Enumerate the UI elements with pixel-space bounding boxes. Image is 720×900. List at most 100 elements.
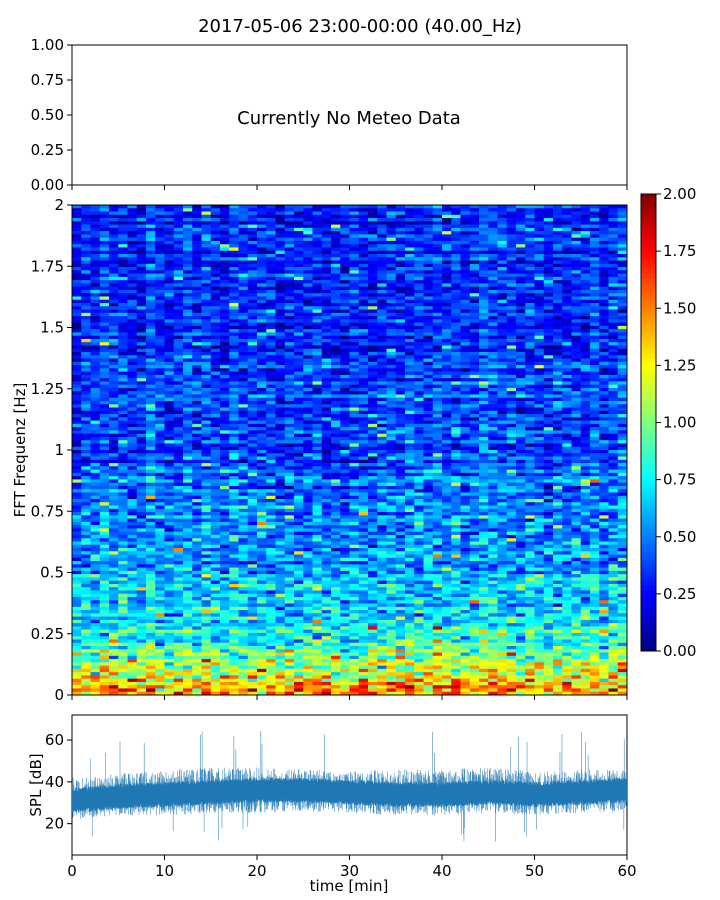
heatmap-cell: [146, 410, 156, 415]
heatmap-cell: [229, 257, 239, 261]
heatmap-cell: [432, 325, 443, 330]
heatmap-cell: [192, 410, 202, 415]
heatmap-cell: [173, 257, 184, 261]
heatmap-cell: [423, 221, 434, 225]
heatmap-cell: [284, 234, 295, 238]
heatmap-cell: [72, 387, 82, 392]
heatmap-cell: [506, 433, 517, 438]
heatmap-cell: [275, 244, 286, 248]
heatmap-cell: [284, 365, 295, 369]
heatmap-cell: [183, 273, 193, 278]
heatmap-cell: [331, 244, 341, 248]
heatmap-cell: [284, 224, 295, 229]
heatmap-cell: [201, 420, 212, 425]
heatmap-cell: [72, 214, 82, 219]
heatmap-cell: [210, 257, 221, 261]
heatmap-cell: [423, 381, 434, 385]
heatmap-cell: [405, 378, 415, 382]
heatmap-cell: [395, 312, 406, 317]
heatmap-cell: [608, 423, 619, 428]
heatmap-cell: [99, 250, 110, 255]
heatmap-cell: [460, 250, 471, 255]
heatmap-cell: [432, 384, 443, 389]
heatmap-cell: [516, 446, 526, 451]
heatmap-cell: [386, 237, 397, 242]
heatmap-cell: [173, 224, 184, 229]
heatmap-cell: [442, 247, 452, 252]
heatmap-cell: [146, 289, 156, 294]
heatmap-cell: [81, 352, 91, 356]
heatmap-cell: [109, 250, 119, 255]
heatmap-cell: [432, 365, 443, 369]
heatmap-cell: [257, 338, 267, 343]
heatmap-cell: [516, 237, 526, 242]
heatmap-cell: [136, 371, 147, 376]
heatmap-cell: [608, 270, 619, 274]
heatmap-cell: [377, 319, 387, 323]
heatmap-cell: [358, 332, 369, 336]
heatmap-cell: [488, 227, 498, 232]
heatmap-cell: [72, 237, 82, 242]
heatmap-cell: [312, 394, 323, 399]
heatmap-cell: [386, 456, 397, 461]
heatmap-cell: [294, 296, 304, 301]
heatmap-cell: [81, 283, 91, 287]
heatmap-cell: [358, 231, 369, 235]
heatmap-cell: [451, 280, 461, 284]
heatmap-cell: [405, 303, 415, 307]
heatmap-cell: [192, 293, 202, 297]
heatmap-cell: [571, 365, 582, 369]
heatmap-cell: [340, 306, 350, 310]
heatmap-cell: [358, 338, 369, 343]
heatmap-cell: [210, 436, 221, 441]
heatmap-cell: [516, 394, 526, 399]
heatmap-cell: [562, 404, 572, 408]
heatmap-cell: [414, 463, 424, 467]
heatmap-cell: [257, 420, 267, 425]
heatmap-cell: [118, 436, 128, 441]
heatmap-cell: [368, 446, 378, 451]
heatmap-cell: [146, 254, 156, 258]
heatmap-cell: [405, 283, 415, 287]
heatmap-cell: [571, 234, 582, 238]
heatmap-cell: [432, 378, 443, 382]
heatmap-cell: [562, 244, 572, 248]
heatmap-cell: [525, 459, 535, 464]
heatmap-cell: [423, 430, 434, 434]
heatmap-cell: [562, 218, 572, 222]
heatmap-cell: [173, 384, 184, 389]
heatmap-cell: [488, 309, 498, 314]
heatmap-cell: [109, 208, 119, 212]
heatmap-cell: [136, 332, 147, 336]
heatmap-cell: [238, 237, 249, 242]
heatmap-cell: [331, 214, 341, 219]
heatmap-cell: [590, 309, 600, 314]
heatmap-cell: [155, 273, 165, 278]
heatmap-cell: [340, 254, 350, 258]
heatmap-cell: [497, 205, 508, 209]
heatmap-cell: [442, 368, 452, 372]
heatmap-cell: [617, 280, 628, 284]
heatmap-cell: [414, 361, 424, 366]
heatmap-cell: [229, 312, 239, 317]
heatmap-cell: [479, 250, 489, 255]
heatmap-cell: [90, 371, 101, 376]
heatmap-cell: [469, 365, 480, 369]
heatmap-cell: [220, 391, 230, 395]
heatmap-cell: [118, 211, 128, 216]
heatmap-cell: [460, 319, 471, 323]
heatmap-cell: [460, 218, 471, 222]
heatmap-cell: [146, 293, 156, 297]
heatmap-cell: [81, 270, 91, 274]
heatmap-cell: [118, 254, 128, 258]
heatmap-cell: [608, 276, 619, 281]
heatmap-cell: [118, 443, 128, 448]
heatmap-cell: [201, 263, 212, 268]
heatmap-cell: [405, 218, 415, 222]
heatmap-cell: [220, 289, 230, 294]
heatmap-cell: [247, 450, 258, 454]
heatmap-cell: [405, 368, 415, 372]
heatmap-cell: [442, 231, 452, 235]
heatmap-cell: [442, 466, 452, 470]
heatmap-cell: [247, 325, 258, 330]
